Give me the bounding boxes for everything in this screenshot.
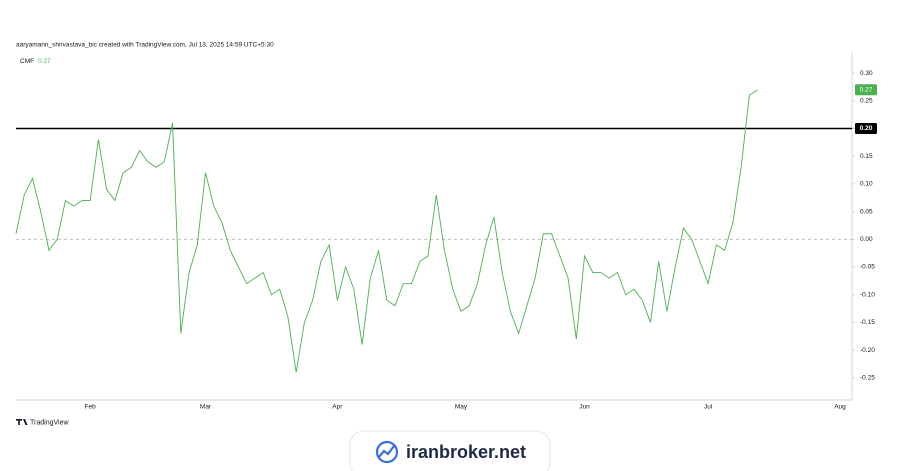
watermark-box: [349, 430, 551, 471]
y-tick-label: 0.30: [860, 70, 873, 77]
y-tick-label: 0.10: [860, 181, 873, 188]
legend-value: 0.27: [38, 58, 51, 65]
attribution: aaryamann_shrivastava_bic created with T…: [16, 42, 274, 49]
y-tick-label: 0.00: [860, 236, 873, 243]
hline-badge-label: 0.20: [860, 125, 873, 132]
cmf-line: [15, 89, 758, 373]
y-tick-label: 0.25: [860, 98, 873, 105]
brand-logo: [15, 419, 28, 425]
x-tick-label: Mar: [200, 404, 212, 411]
last-value-badge: [855, 84, 877, 96]
y-tick-label: -0.10: [860, 291, 875, 298]
x-tick-label: Apr: [332, 404, 343, 411]
x-tick-label: Jun: [579, 404, 590, 411]
hline-badge: [855, 122, 877, 134]
watermark-icon-arrow: [378, 445, 395, 458]
brand: TradingView: [15, 419, 69, 426]
brand-text: TradingView: [30, 419, 69, 426]
y-tick-label: -0.05: [860, 264, 875, 271]
watermark-icon: [375, 440, 399, 464]
y-tick-label: -0.25: [860, 375, 875, 382]
y-tick-label: 0.15: [860, 153, 873, 160]
legend: CMF 0.27: [20, 58, 51, 65]
y-tick-label: -0.20: [860, 347, 875, 354]
x-tick-label: Jul: [704, 404, 713, 411]
y-tick-label: 0.05: [860, 208, 873, 215]
x-tick-label: Feb: [85, 404, 97, 411]
x-tick-label: Aug: [834, 404, 846, 411]
last-value-label: 0.27: [860, 86, 873, 93]
y-tick-label: -0.15: [860, 319, 875, 326]
legend-name: CMF: [20, 58, 34, 65]
x-tick-label: May: [455, 404, 468, 411]
watermark-text: iranbroker.net: [406, 442, 526, 462]
watermark: iranbroker.net: [349, 430, 551, 471]
